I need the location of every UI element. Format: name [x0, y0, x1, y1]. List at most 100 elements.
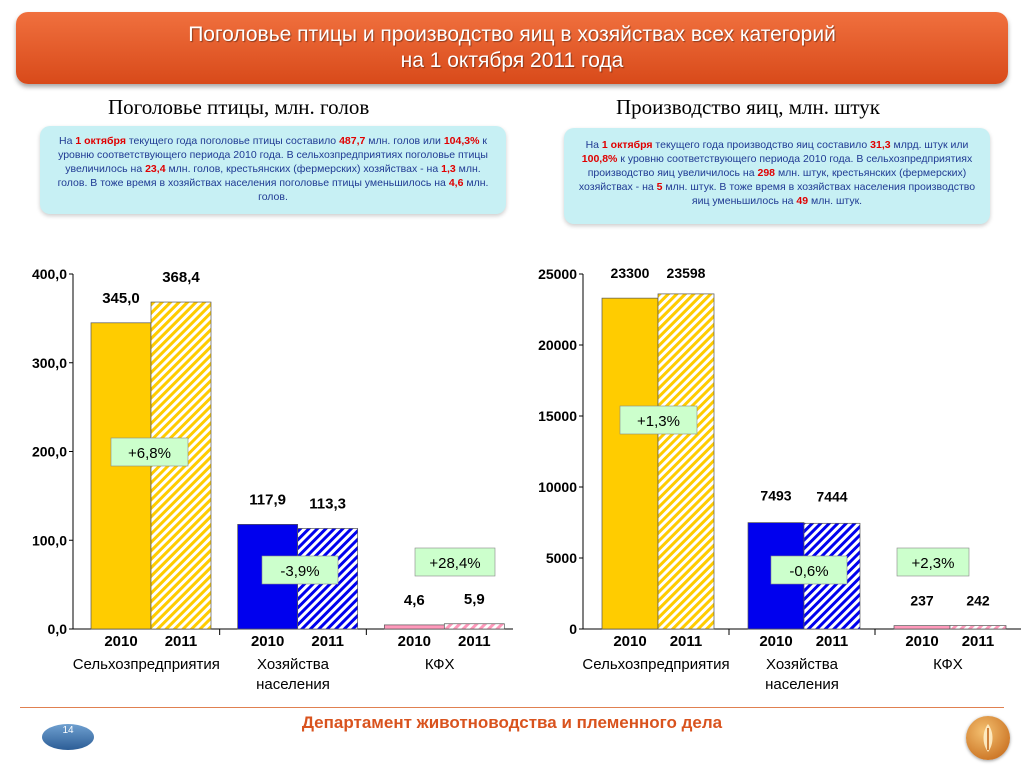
info-text-segment: 298 — [757, 167, 776, 179]
change-badge-label: -3,9% — [280, 563, 319, 580]
logo-icon — [966, 716, 1010, 760]
footer-text: Департамент животноводства и племенного … — [301, 713, 723, 732]
title-line1: Поголовье птицы и производство яиц в хоз… — [188, 23, 836, 46]
value-label-2011: 242 — [966, 593, 990, 609]
change-badge-bg — [110, 437, 189, 467]
left-chart-subtitle: Поголовье птицы, млн. голов — [108, 95, 370, 119]
year-label: 2010 — [104, 633, 137, 650]
year-label: 2011 — [165, 633, 198, 650]
y-tick-label: 10000 — [538, 479, 577, 495]
category-label-line1: Хозяйства — [766, 656, 839, 673]
change-badge-bg — [261, 555, 339, 585]
info-text-segment: к уровню соответствующего периода 2010 г… — [58, 135, 488, 175]
change-badge-bg — [414, 547, 496, 577]
info-text-segment: млн. голов, крестьянских (фермерских) хо… — [165, 163, 442, 175]
y-tick-label: 5000 — [546, 550, 577, 566]
info-text-segment: млн. штук. — [808, 195, 863, 207]
wheat-icon — [983, 724, 993, 752]
value-label-2010: 345,0 — [102, 290, 140, 307]
info-text-segment: млн. голов или — [365, 135, 444, 147]
info-text-segment: млн. штук, крестьянских (фермерских) хоз… — [578, 167, 967, 193]
value-label-2011: 113,3 — [309, 495, 346, 512]
info-text-segment: млн. голов. — [258, 177, 489, 203]
year-label: 2011 — [670, 633, 703, 650]
change-badge-bg — [619, 405, 698, 435]
change-badge-bg — [770, 555, 848, 585]
y-tick-label: 400,0 — [32, 266, 67, 282]
bar-2010 — [90, 322, 152, 630]
info-text-segment: 1 октября — [75, 135, 126, 147]
year-label: 2010 — [759, 633, 792, 650]
info-text-segment: к уровню соответствующего периода 2010 г… — [587, 153, 973, 179]
page-number-badge: 14 — [42, 724, 94, 750]
y-tick-label: 200,0 — [32, 444, 67, 460]
bar-2010 — [601, 297, 659, 630]
category-label: Сельхозпредприятия — [73, 656, 220, 673]
value-label-2010: 23300 — [611, 265, 650, 281]
y-tick-label: 15000 — [538, 408, 577, 424]
title-banner: Поголовье птицы и производство яиц в хоз… — [16, 12, 1008, 84]
year-label: 2010 — [251, 633, 284, 650]
change-badge: +2,3% — [896, 547, 970, 577]
change-badge-bg — [896, 547, 970, 577]
info-text-segment: На — [59, 135, 76, 147]
info-text-segment: На — [585, 139, 602, 151]
change-badge: +6,8% — [110, 437, 189, 467]
year-label: 2010 — [905, 633, 938, 650]
title-line2: на 1 октября 2011 года — [400, 49, 624, 72]
y-tick-label: 20000 — [538, 337, 577, 353]
bar-2011 — [949, 625, 1007, 630]
change-badge-label: +2,3% — [912, 555, 955, 572]
info-text-segment: млрд. штук или — [890, 139, 969, 151]
info-text-segment: 31,3 — [870, 139, 891, 151]
change-badge: +1,3% — [619, 405, 698, 435]
eggs-chart: 0 5000 10000 15000 20000 25000 23300 23598 2010 2… — [538, 265, 1021, 693]
info-text-segment: 23,4 — [145, 163, 166, 175]
poultry-chart: 0,0 100,0 200,0 300,0 400,0 345,0 368,4 2010 201… — [32, 266, 513, 693]
left-info-box: На 1 октября текущего года поголовье пти… — [40, 126, 506, 214]
category-label: Сельхозпредприятия — [582, 656, 729, 673]
right-chart-subtitle: Производство яиц, млн. штук — [616, 95, 880, 119]
bar-2011 — [657, 293, 715, 630]
info-text-segment: 5 — [656, 181, 663, 193]
category-label-line2: населения — [256, 676, 330, 693]
change-badge: -0,6% — [770, 555, 848, 585]
page-number: 14 — [62, 725, 74, 736]
info-text-segment: текущего года производство яиц составило — [652, 139, 871, 151]
info-text-segment: 4,6 — [448, 177, 464, 189]
value-label-2011: 23598 — [667, 265, 706, 281]
y-tick-label: 0,0 — [48, 621, 68, 637]
value-label-2011: 368,4 — [162, 269, 200, 286]
value-label-2011: 5,9 — [464, 591, 485, 608]
y-tick-label: 100,0 — [32, 532, 67, 548]
y-tick-label: 0 — [569, 621, 577, 637]
value-label-2010: 7493 — [760, 488, 791, 504]
category-label: КФХ — [425, 656, 455, 673]
year-label: 2010 — [398, 633, 431, 650]
change-badge: -3,9% — [261, 555, 339, 585]
year-label: 2011 — [962, 633, 995, 650]
change-badge-label: -0,6% — [789, 563, 828, 580]
year-label: 2011 — [458, 633, 491, 650]
right-info-box: На 1 октября текущего года производство … — [564, 128, 990, 224]
footer-divider — [20, 707, 1004, 708]
value-label-2010: 4,6 — [404, 592, 425, 609]
info-text-segment: 49 — [796, 195, 809, 207]
year-label: 2010 — [613, 633, 646, 650]
category-label-line2: населения — [765, 676, 839, 693]
bar-2011 — [443, 623, 505, 630]
info-text-segment: 1 октября — [601, 139, 653, 151]
category-label-line1: Хозяйства — [257, 656, 330, 673]
value-label-2011: 7444 — [816, 488, 847, 504]
info-text-segment: текущего года поголовье птицы составило — [125, 135, 340, 147]
info-text-segment: млн. голов. В тоже время в хозяйствах на… — [57, 163, 481, 189]
y-tick-label: 25000 — [538, 266, 577, 282]
year-label: 2011 — [816, 633, 849, 650]
change-badge-label: +28,4% — [429, 555, 480, 572]
info-text-segment: 487,7 — [339, 135, 366, 147]
value-label-2010: 117,9 — [249, 491, 286, 508]
change-badge-label: +1,3% — [637, 413, 680, 430]
year-label: 2011 — [311, 633, 344, 650]
change-badge: +28,4% — [414, 547, 496, 577]
info-text-segment: 1,3 — [441, 163, 456, 175]
